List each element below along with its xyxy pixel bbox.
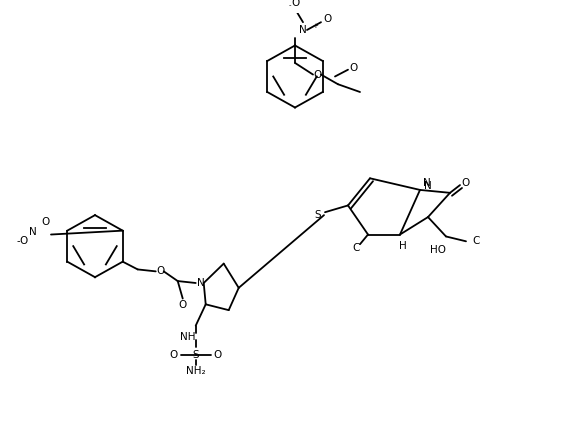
Text: O: O <box>41 217 49 227</box>
Text: N: N <box>29 227 37 236</box>
Text: S: S <box>193 350 199 360</box>
Text: N: N <box>423 178 431 188</box>
Text: -: - <box>289 2 291 8</box>
Text: O: O <box>169 350 178 360</box>
Text: N: N <box>424 181 432 191</box>
Text: O: O <box>213 350 222 360</box>
Text: NH₂: NH₂ <box>186 366 205 376</box>
Text: O: O <box>461 178 469 188</box>
Text: -O: -O <box>17 236 29 246</box>
Text: NH: NH <box>180 332 195 342</box>
Text: HO: HO <box>430 245 446 255</box>
Text: N: N <box>197 278 204 288</box>
Text: O: O <box>292 0 300 8</box>
Text: C: C <box>352 243 360 253</box>
Text: +: + <box>312 23 318 29</box>
Text: C: C <box>472 236 480 246</box>
Text: S: S <box>315 210 321 220</box>
Text: O: O <box>157 267 165 276</box>
Text: N: N <box>299 25 307 35</box>
Text: O: O <box>323 14 331 24</box>
Text: O: O <box>178 300 187 310</box>
Text: O: O <box>350 63 358 73</box>
Text: H: H <box>399 241 407 251</box>
Text: O: O <box>314 69 322 80</box>
